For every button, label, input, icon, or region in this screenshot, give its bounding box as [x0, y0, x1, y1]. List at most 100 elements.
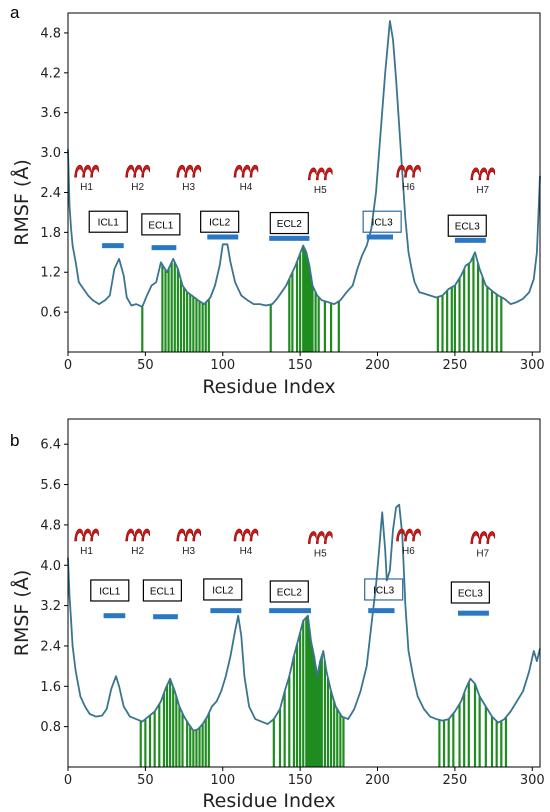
chart-a-loop-label-ecl3: ECL3 — [455, 222, 480, 233]
chart-a-helix-label-h2: H2 — [131, 182, 144, 193]
chart-b-rmsf-line — [67, 503, 541, 732]
chart-b-x-tick-label-0: 0 — [64, 773, 72, 788]
chart-b-helix-h2-icon — [125, 528, 150, 542]
chart-a-y-axis-title: RMSF (Å) — [10, 159, 33, 245]
chart-b-loop-bar-icl3 — [368, 608, 395, 614]
chart-b-x-axis-title: Residue Index — [202, 790, 335, 812]
chart-b-helix-label-h1: H1 — [80, 546, 93, 557]
chart-b-helix-h4-icon — [233, 528, 259, 542]
chart-a-helix-h3-icon — [176, 164, 202, 178]
chart-a-helix-h4-icon — [233, 164, 259, 178]
chart-a-x-tick-label-3: 150 — [288, 358, 313, 373]
chart-b-plot-frame — [67, 418, 541, 768]
chart-b-helix-h3-icon — [176, 528, 202, 542]
chart-b-y-tick-label-6: 5.6 — [40, 478, 61, 493]
chart-a-x-tick-label-5: 250 — [442, 358, 467, 373]
chart-b-helix-h6-icon — [396, 528, 421, 542]
chart-a-loop-box-ecl2 — [269, 211, 309, 235]
chart-b-helix-label-h7: H7 — [476, 549, 489, 560]
chart-a-y-tick-label-6: 4.2 — [40, 66, 61, 81]
chart-b-loop-box-icl3 — [364, 578, 404, 601]
chart-b-loop-label-icl2: ICL2 — [212, 585, 234, 596]
chart-b-contact-bars — [139, 615, 508, 767]
panel-letter-b: b — [10, 431, 20, 450]
chart-b-x-tick-label-5: 250 — [442, 773, 467, 788]
chart-a-y-tick-label-5: 3.6 — [40, 106, 61, 121]
chart-a-y-tick-label-2: 1.8 — [40, 226, 61, 241]
chart-b-helix-label-h5: H5 — [314, 549, 327, 560]
chart-b-loop-box-ecl2 — [269, 580, 309, 603]
panel-letter-a: a — [10, 3, 20, 22]
chart-a-plot-frame — [67, 12, 541, 353]
chart-b-loop-box-ecl1 — [142, 579, 182, 602]
chart-b-loop-bar-icl1 — [103, 613, 126, 619]
panel-a: a H1 H2 H3 H4 H5 H6 H7 ICL1 ECL1 ICL2 ECL2 ICL3 ECL3… — [10, 3, 545, 398]
chart-a-loop-label-icl1: ICL1 — [98, 218, 120, 229]
chart-a-helix-h6-icon — [396, 164, 421, 178]
chart-b-y-tick-label-7: 6.4 — [40, 438, 61, 453]
chart-a-loop-box-ecl1 — [141, 213, 181, 236]
chart-b-helix-label-h6: H6 — [402, 546, 415, 557]
chart-a-loop-bar-icl3 — [366, 234, 393, 240]
chart-b-x-tick-label-6: 300 — [520, 773, 545, 788]
chart-b-loop-label-icl3: ICL3 — [373, 585, 395, 596]
chart-a-helix-label-h5: H5 — [314, 185, 327, 196]
chart-b-loop-bar-ecl2 — [269, 608, 311, 614]
chart-a-loop-bar-ecl1 — [151, 245, 177, 251]
chart-a-y-tick-label-7: 4.8 — [40, 26, 61, 41]
chart-b-x-tick-label-3: 150 — [288, 773, 313, 788]
chart-a-x-axis-title: Residue Index — [202, 376, 335, 398]
chart-a-helix-h7-icon — [470, 167, 496, 181]
chart-b-loop-box-icl2 — [203, 578, 243, 601]
chart-a-loop-box-icl1 — [88, 210, 128, 233]
chart-b-loop-bar-ecl1 — [153, 614, 178, 620]
chart-b-x-tick-label-1: 50 — [137, 773, 154, 788]
chart-a-loop-box-icl3 — [362, 210, 402, 233]
chart-b-y-tick-label-5: 4.8 — [40, 518, 61, 533]
chart-b-y-tick-label-3: 3.2 — [40, 599, 61, 614]
chart-a-loop-box-icl2 — [200, 210, 240, 233]
chart-b-helix-label-h2: H2 — [131, 546, 144, 557]
chart-a-helix-label-h3: H3 — [182, 182, 195, 193]
panel-b: b H1 H2 H3 H4 H5 H6 H7 ICL1 ECL1 ICL2 ECL2 ICL3 ECL3… — [0, 406, 550, 812]
chart-b-loop-bar-ecl3 — [457, 610, 489, 616]
chart-a-helix-h5-icon — [307, 167, 333, 181]
chart-a-loop-bar-icl2 — [207, 234, 239, 240]
chart-a-y-tick-label-1: 1.2 — [40, 266, 61, 281]
chart-a-y-tick-label-0: 0.6 — [40, 306, 61, 321]
chart-a-helix-label-h4: H4 — [240, 182, 253, 193]
chart-b-loop-label-ecl1: ECL1 — [150, 586, 175, 597]
chart-a-helix-label-h1: H1 — [80, 182, 93, 193]
chart-b-loop-box-ecl3 — [450, 581, 490, 604]
chart-b-y-tick-label-0: 0.8 — [40, 720, 61, 735]
chart-a-y-tick-label-4: 3.0 — [40, 146, 61, 161]
chart-a-helix-h1-icon — [74, 164, 99, 178]
chart-a-loop-label-icl2: ICL2 — [209, 218, 231, 229]
chart-a-loop-bar-icl1 — [102, 243, 124, 249]
chart-a-contact-bars — [141, 245, 503, 352]
chart-a-x-tick-label-6: 300 — [520, 358, 545, 373]
chart-a-x-tick-label-1: 50 — [137, 358, 154, 373]
chart-a-rmsf-line — [67, 20, 541, 308]
chart-a-x-tick-label-2: 100 — [210, 358, 235, 373]
chart-b-loop-label-ecl2: ECL2 — [277, 587, 302, 598]
chart-b-y-tick-label-1: 1.6 — [40, 680, 61, 695]
chart-a-x-tick-label-4: 200 — [365, 358, 390, 373]
chart-b-helix-h7-icon — [470, 531, 496, 544]
chart-b-helix-label-h3: H3 — [182, 546, 195, 557]
chart-a: H1 H2 H3 H4 H5 H6 H7 ICL1 ECL1 ICL2 ECL2 ICL3 ECL3 0 5… — [10, 12, 545, 398]
chart-b: H1 H2 H3 H4 H5 H6 H7 ICL1 ECL1 ICL2 ECL2 ICL3 ECL3 0 5… — [10, 418, 545, 812]
chart-b-loop-label-ecl3: ECL3 — [458, 588, 483, 599]
chart-b-helix-label-h4: H4 — [240, 546, 253, 557]
chart-a-helix-label-h6: H6 — [402, 182, 415, 193]
chart-a-helix-label-h7: H7 — [476, 185, 489, 196]
chart-a-loop-label-icl3: ICL3 — [372, 218, 394, 229]
chart-b-loop-bar-icl2 — [210, 608, 242, 614]
chart-a-y-tick-label-3: 2.4 — [40, 186, 61, 201]
chart-a-loop-bar-ecl3 — [454, 237, 486, 243]
chart-a-loop-label-ecl2: ECL2 — [277, 219, 302, 230]
chart-a-helix-h2-icon — [125, 164, 150, 178]
chart-b-x-tick-label-4: 200 — [365, 773, 390, 788]
chart-a-x-tick-label-0: 0 — [64, 358, 72, 373]
chart-b-y-tick-label-2: 2.4 — [40, 639, 61, 654]
